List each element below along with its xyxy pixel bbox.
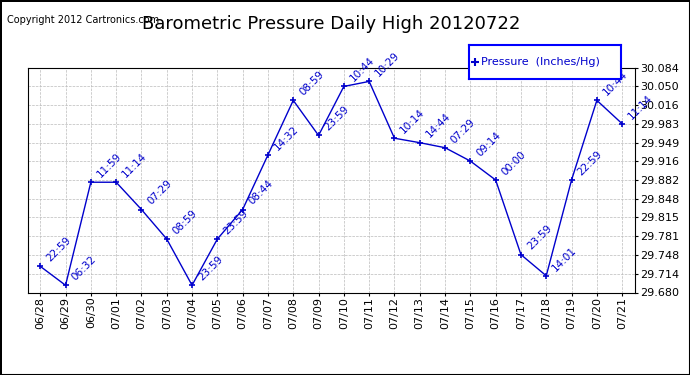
Text: 11:59: 11:59 <box>95 151 124 180</box>
Text: Barometric Pressure Daily High 20120722: Barometric Pressure Daily High 20120722 <box>142 15 520 33</box>
Text: 06:32: 06:32 <box>70 254 98 282</box>
Text: 23:59: 23:59 <box>525 224 553 252</box>
Text: Copyright 2012 Cartronics.com: Copyright 2012 Cartronics.com <box>7 15 159 25</box>
Text: 10:44: 10:44 <box>601 69 629 98</box>
Text: 08:59: 08:59 <box>171 208 199 236</box>
Text: 08:44: 08:44 <box>247 178 275 207</box>
Text: 10:29: 10:29 <box>373 50 402 79</box>
Text: 07:29: 07:29 <box>146 178 174 207</box>
Text: 14:01: 14:01 <box>551 245 579 273</box>
Text: 07:29: 07:29 <box>449 117 477 145</box>
Text: 11:14: 11:14 <box>627 93 655 121</box>
Text: 14:32: 14:32 <box>272 124 300 152</box>
Text: 22:59: 22:59 <box>44 235 72 264</box>
Text: 14:44: 14:44 <box>424 111 452 140</box>
Text: 08:59: 08:59 <box>297 69 326 98</box>
Text: 23:59: 23:59 <box>196 254 224 282</box>
Text: 11:14: 11:14 <box>120 151 148 180</box>
Text: Pressure  (Inches/Hg): Pressure (Inches/Hg) <box>482 57 600 67</box>
Text: 10:44: 10:44 <box>348 56 376 84</box>
Text: 23:59: 23:59 <box>221 208 250 236</box>
Text: 00:00: 00:00 <box>500 149 528 177</box>
Text: 09:14: 09:14 <box>475 130 503 158</box>
Text: 22:59: 22:59 <box>575 149 604 177</box>
Text: 10:14: 10:14 <box>399 107 427 135</box>
Text: 23:59: 23:59 <box>323 104 351 133</box>
